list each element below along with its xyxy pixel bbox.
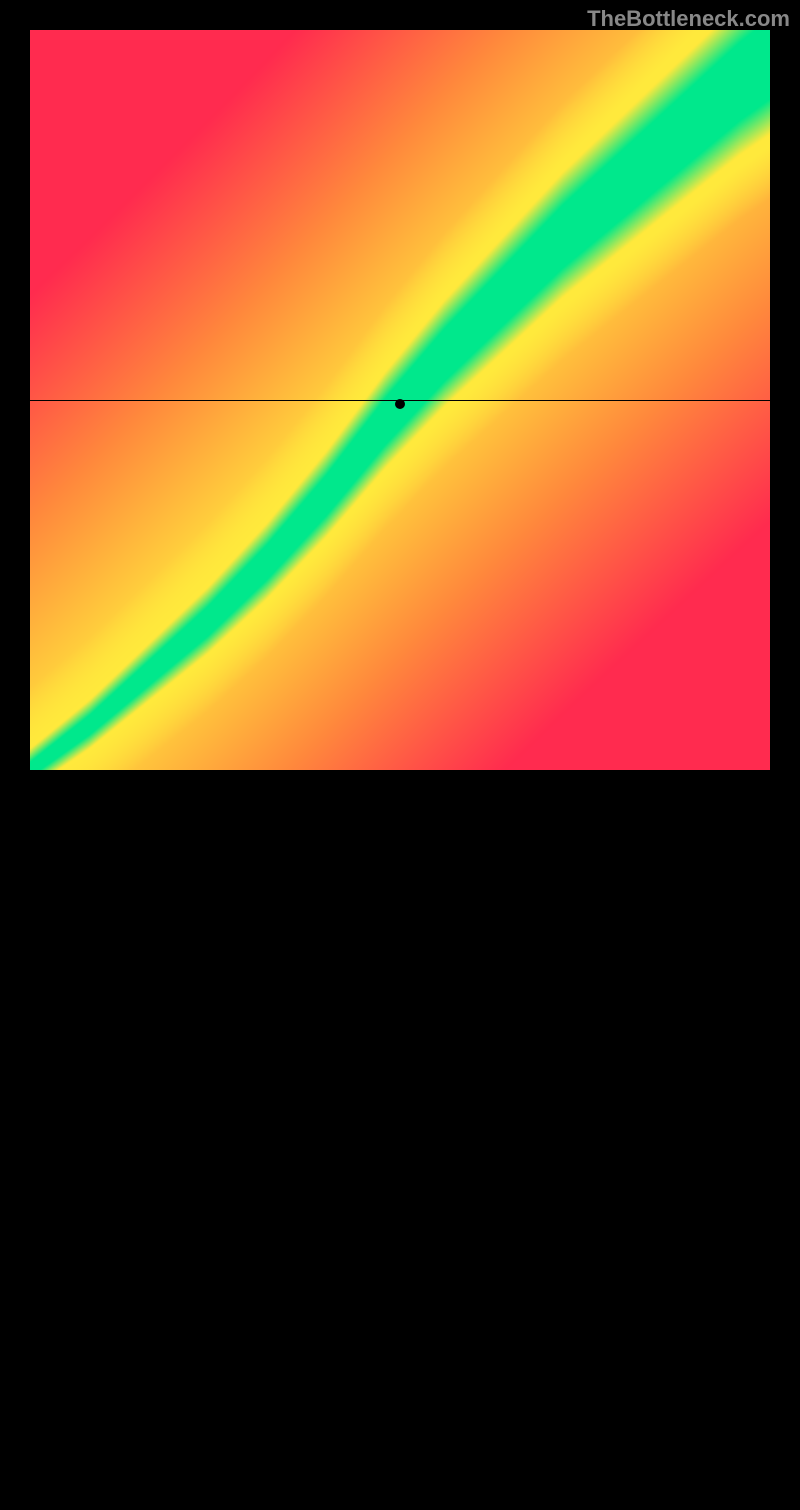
marker-dot: [395, 399, 405, 409]
crosshair-vertical: [400, 770, 401, 1510]
heatmap-plot: [30, 30, 770, 770]
watermark-text: TheBottleneck.com: [587, 6, 790, 32]
